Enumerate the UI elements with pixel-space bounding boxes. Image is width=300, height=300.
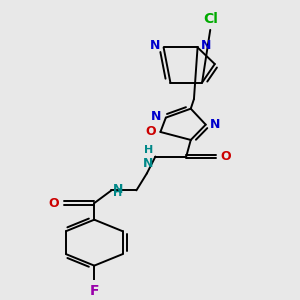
Text: Cl: Cl <box>203 12 218 26</box>
Text: N: N <box>151 110 161 123</box>
Text: H: H <box>113 188 122 198</box>
Text: N: N <box>210 118 220 131</box>
Text: H: H <box>144 145 153 155</box>
Text: F: F <box>89 284 99 298</box>
Text: N: N <box>113 183 123 196</box>
Text: N: N <box>201 39 212 52</box>
Text: O: O <box>220 150 231 163</box>
Text: N: N <box>143 157 153 170</box>
Text: O: O <box>49 196 59 210</box>
Text: O: O <box>145 125 156 139</box>
Text: N: N <box>150 39 160 52</box>
